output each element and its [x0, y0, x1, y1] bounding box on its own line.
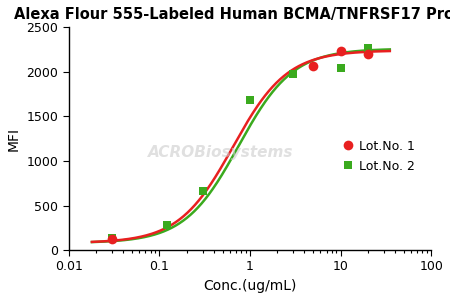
Lot.No. 2: [338, 67, 343, 70]
Lot.No. 2: [200, 190, 205, 193]
Lot.No. 2: [247, 99, 252, 102]
Lot.No. 2: [290, 72, 296, 75]
Lot.No. 2: [164, 223, 169, 227]
Lot.No. 2: [109, 237, 115, 240]
Line: Lot.No. 2: Lot.No. 2: [108, 44, 372, 243]
Text: ACROBiosystems: ACROBiosystems: [148, 145, 294, 160]
Y-axis label: MFI: MFI: [7, 127, 21, 151]
Lot.No. 1: [310, 65, 316, 68]
Lot.No. 2: [365, 46, 370, 50]
X-axis label: Conc.(ug/mL): Conc.(ug/mL): [203, 279, 297, 293]
Line: Lot.No. 1: Lot.No. 1: [107, 46, 373, 244]
Title: Alexa Flour 555-Labeled Human BCMA/TNFRSF17 Protein: Alexa Flour 555-Labeled Human BCMA/TNFRS…: [14, 7, 450, 22]
Lot.No. 1: [365, 52, 370, 56]
Lot.No. 1: [109, 238, 115, 241]
Legend: Lot.No. 1, Lot.No. 2: Lot.No. 1, Lot.No. 2: [337, 134, 421, 179]
Lot.No. 1: [338, 50, 343, 53]
